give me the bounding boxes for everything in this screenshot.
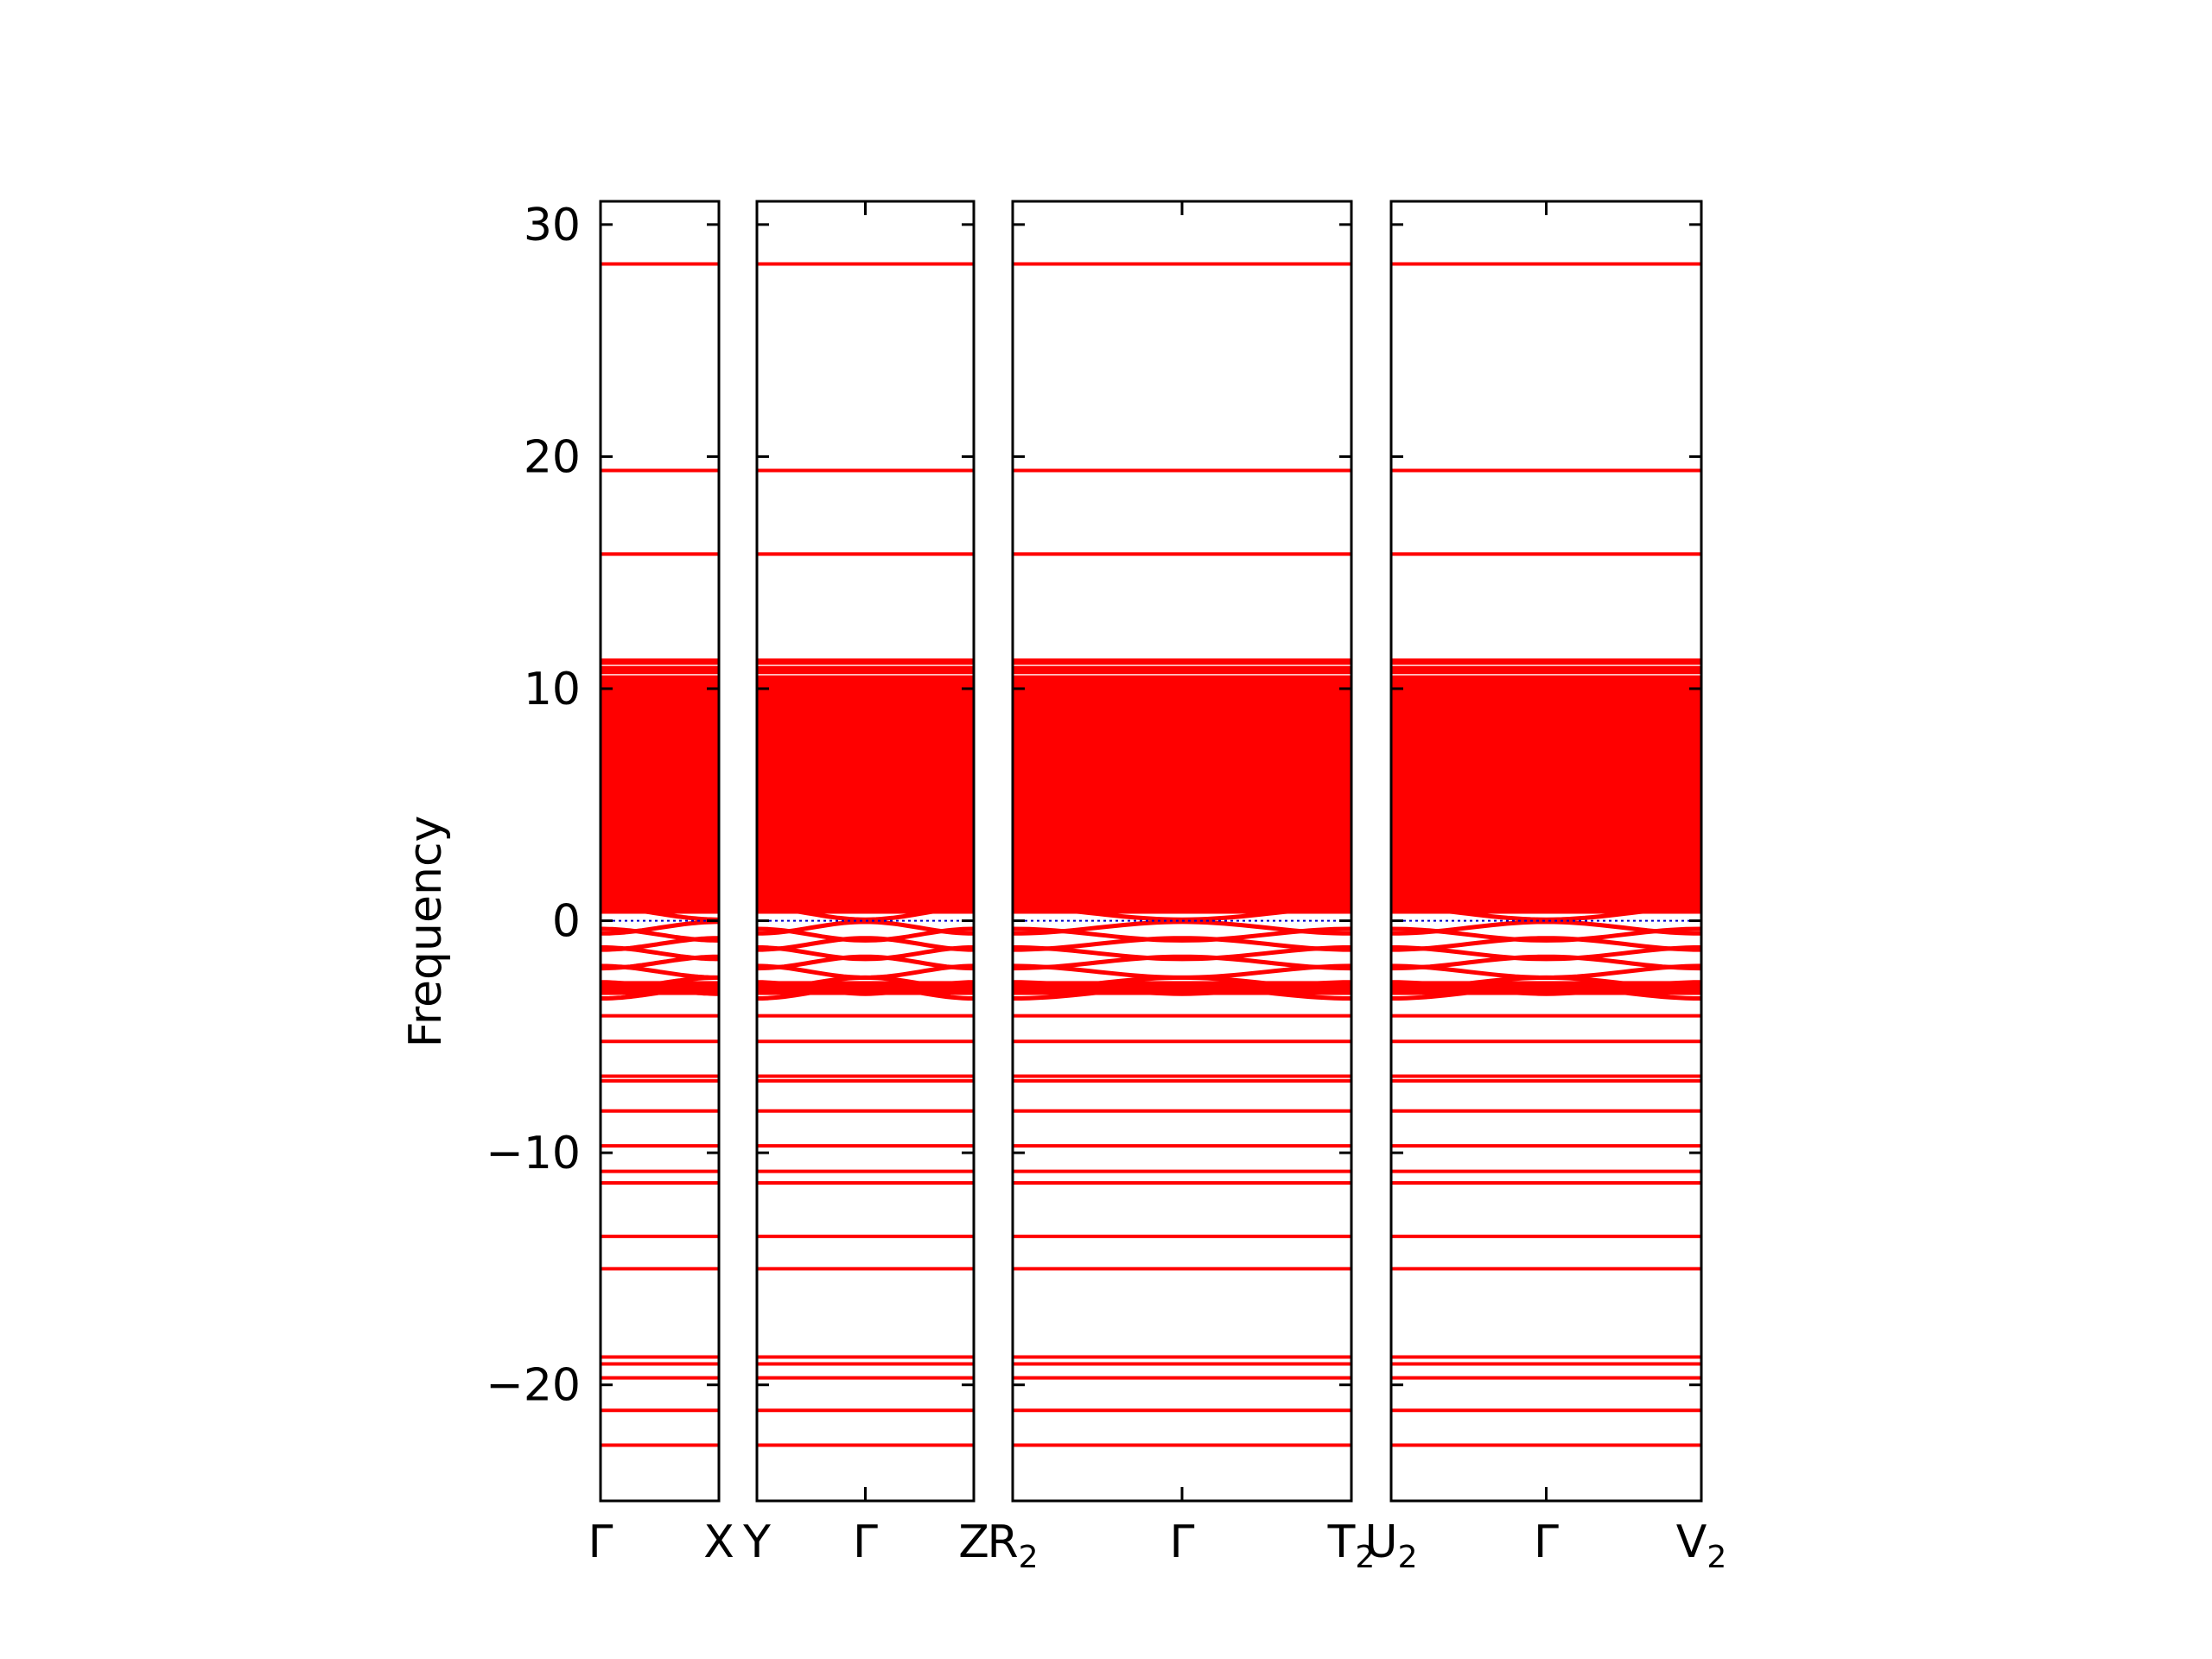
dense-band-region [757,658,974,914]
band-line [1391,954,1701,971]
band-line [1391,945,1701,962]
x-tick-label: U2 [1365,1516,1418,1575]
x-tick-label: Y [742,1516,771,1568]
x-tick-label-subscript: 2 [1019,1540,1039,1575]
band-line [757,945,974,962]
panel-3: R2 Γ T2 [987,200,1376,1575]
band-cluster [1391,981,1701,995]
x-tick-label-text: Γ [853,1516,878,1568]
band-cluster [1013,981,1351,995]
panel-plot-area [601,262,719,1447]
dense-band-region [601,658,719,914]
y-tick-label: 0 [552,896,581,948]
y-tick-label: 10 [524,664,581,715]
band-line [1013,945,1351,962]
panel-plot-area [1013,262,1351,1447]
band-line [757,926,974,943]
y-tick-label: −20 [486,1360,581,1412]
x-tick-label-text: Γ [588,1516,613,1568]
dense-band-region [1391,658,1701,914]
y-tick-label: −10 [486,1128,581,1179]
band-line [1391,926,1701,943]
panel-plot-area [757,262,974,1447]
band-line [1391,906,1701,922]
x-tick-label-subscript: 2 [1707,1540,1726,1575]
x-tick-label: Γ [588,1516,613,1568]
panel-plot-area [1391,262,1701,1447]
x-tick-label-text: Γ [1534,1516,1559,1568]
panel-4: U2 Γ V2 [1365,200,1726,1575]
x-tick-label-text: V [1676,1516,1707,1568]
x-tick-label: Γ [1170,1516,1195,1568]
band-line [1013,936,1351,952]
band-line [757,954,974,971]
x-tick-label-text: Z [958,1516,989,1568]
x-tick-label-text: Y [742,1516,771,1568]
x-tick-label-text: X [703,1516,734,1568]
y-tick-label: 20 [524,431,581,483]
dense-band-region [1013,658,1351,914]
x-tick-label-text: Γ [1170,1516,1195,1568]
x-tick-label: R2 [987,1516,1038,1575]
y-tick-label: 30 [524,200,581,251]
band-cluster [757,981,974,995]
band-line [1013,954,1351,971]
band-line [757,936,974,952]
band-line [601,919,719,936]
x-tick-label: Z [958,1516,989,1568]
x-tick-label-subscript: 2 [1355,1540,1375,1575]
band-line [1391,936,1701,952]
band-line [1013,926,1351,943]
band-line [1013,906,1351,922]
x-tick-label: T2 [1327,1516,1376,1575]
y-axis: 30 20 10 0 −10 −20 [486,200,581,1412]
band-line [757,906,974,922]
y-axis-label: Frequency [400,816,452,1048]
x-tick-label-subscript: 2 [1398,1540,1418,1575]
x-tick-label-text: R [987,1516,1018,1568]
band-cluster [601,981,719,995]
x-tick-label-text: U [1365,1516,1398,1568]
x-tick-label: Γ [1534,1516,1559,1568]
x-tick-label-text: T [1327,1516,1356,1568]
band-line [601,906,719,922]
x-tick-label: Γ [853,1516,878,1568]
x-tick-label: X [703,1516,734,1568]
panel-frame [599,200,721,1503]
x-tick-label: V2 [1676,1516,1726,1575]
